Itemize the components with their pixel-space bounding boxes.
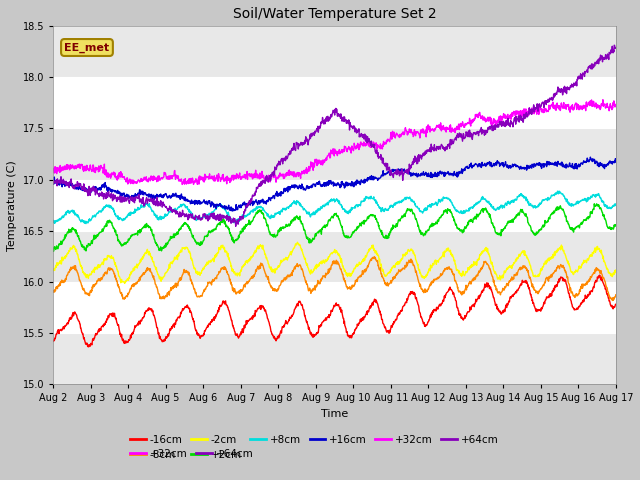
-8cm <box>545 274 553 279</box>
+8cm <box>496 204 504 210</box>
+16cm <box>545 162 553 168</box>
X-axis label: Time: Time <box>321 408 348 419</box>
+32cm <box>496 114 504 120</box>
+32cm <box>179 181 186 187</box>
-8cm <box>609 298 616 303</box>
+32cm <box>161 170 168 176</box>
+64cm <box>496 119 504 124</box>
-2cm <box>121 280 129 286</box>
Text: EE_met: EE_met <box>65 42 109 53</box>
Bar <box>53 26 616 77</box>
-2cm <box>238 266 246 272</box>
+16cm <box>238 203 246 208</box>
-8cm <box>161 295 168 301</box>
+32cm <box>545 107 553 112</box>
+2cm <box>238 229 246 235</box>
+8cm <box>161 211 169 217</box>
Line: +16cm: +16cm <box>53 157 616 211</box>
Line: +8cm: +8cm <box>53 191 616 224</box>
+64cm <box>612 45 620 51</box>
+8cm <box>49 217 57 223</box>
-8cm <box>237 287 245 293</box>
Bar <box>53 333 616 384</box>
+2cm <box>496 231 504 237</box>
+16cm <box>228 208 236 214</box>
-16cm <box>161 338 169 344</box>
-2cm <box>49 267 57 273</box>
+64cm <box>422 150 430 156</box>
-8cm <box>612 292 620 298</box>
+32cm <box>175 173 182 179</box>
+8cm <box>556 188 563 194</box>
+64cm <box>232 223 239 229</box>
Line: +32cm: +32cm <box>53 100 616 184</box>
+2cm <box>161 244 169 250</box>
+8cm <box>545 196 553 202</box>
+16cm <box>586 154 594 160</box>
-16cm <box>238 330 246 336</box>
Y-axis label: Temperature (C): Temperature (C) <box>7 160 17 251</box>
Line: -2cm: -2cm <box>53 242 616 283</box>
+8cm <box>238 215 246 221</box>
-16cm <box>85 344 93 350</box>
+8cm <box>82 221 90 227</box>
Line: -16cm: -16cm <box>53 275 616 347</box>
-16cm <box>496 309 504 315</box>
+32cm <box>599 97 607 103</box>
+16cm <box>49 180 57 185</box>
-2cm <box>496 276 504 282</box>
+64cm <box>49 178 57 184</box>
+2cm <box>49 245 57 251</box>
-8cm <box>49 289 57 295</box>
+64cm <box>161 203 168 208</box>
+2cm <box>50 248 58 254</box>
+16cm <box>175 193 182 199</box>
Bar <box>53 231 616 282</box>
-2cm <box>294 240 301 245</box>
-16cm <box>422 322 430 327</box>
+32cm <box>422 134 430 140</box>
+64cm <box>175 211 182 217</box>
-2cm <box>161 271 169 276</box>
+32cm <box>612 102 620 108</box>
-8cm <box>371 254 378 260</box>
-2cm <box>175 253 182 259</box>
+64cm <box>238 214 246 219</box>
-2cm <box>423 273 431 278</box>
-8cm <box>175 278 182 284</box>
-16cm <box>612 301 620 307</box>
+32cm <box>238 176 246 181</box>
-8cm <box>422 289 430 295</box>
-8cm <box>496 289 504 295</box>
+16cm <box>496 163 504 169</box>
-2cm <box>612 268 620 274</box>
-16cm <box>545 292 553 298</box>
+16cm <box>612 158 620 164</box>
Line: +2cm: +2cm <box>53 204 616 251</box>
+2cm <box>591 201 598 207</box>
+2cm <box>175 228 182 234</box>
+8cm <box>422 205 430 211</box>
+16cm <box>161 192 168 198</box>
-16cm <box>49 338 57 344</box>
+8cm <box>175 204 182 210</box>
-16cm <box>596 272 604 278</box>
Title: Soil/Water Temperature Set 2: Soil/Water Temperature Set 2 <box>233 7 436 21</box>
Line: -8cm: -8cm <box>53 257 616 300</box>
Legend: +32cm, +64cm: +32cm, +64cm <box>126 444 258 463</box>
+2cm <box>545 215 553 221</box>
+32cm <box>49 166 57 171</box>
-16cm <box>175 314 182 320</box>
+8cm <box>612 201 620 207</box>
-2cm <box>546 256 554 262</box>
Bar <box>53 129 616 180</box>
+64cm <box>545 97 553 103</box>
+64cm <box>611 42 618 48</box>
+16cm <box>422 170 430 176</box>
+2cm <box>612 223 620 228</box>
+2cm <box>422 230 430 236</box>
Line: +64cm: +64cm <box>53 45 616 226</box>
